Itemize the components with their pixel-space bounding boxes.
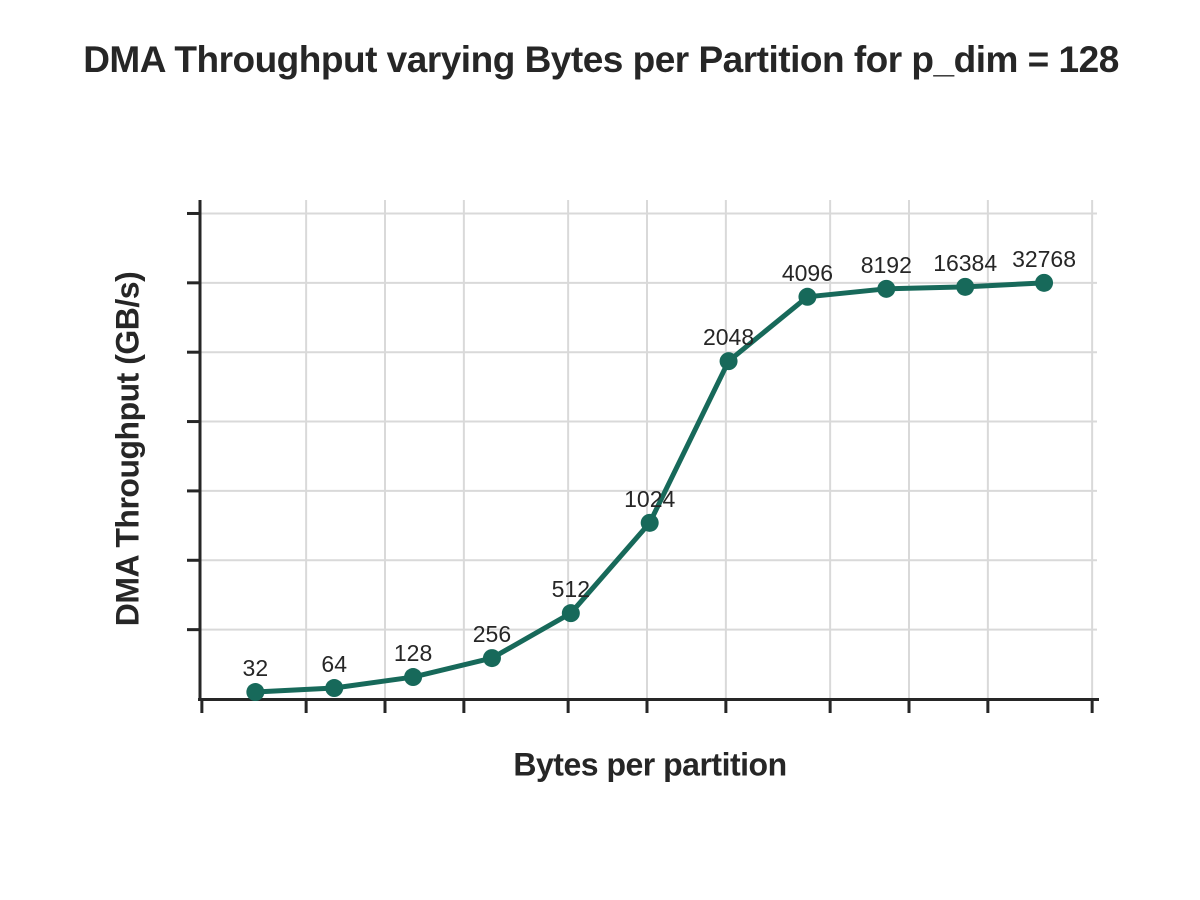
data-point-label: 4096 bbox=[782, 260, 833, 286]
data-point-marker bbox=[325, 679, 344, 698]
data-point-label: 1024 bbox=[624, 486, 675, 512]
chart-title: DMA Throughput varying Bytes per Partiti… bbox=[83, 39, 1119, 80]
y-axis-label: DMA Throughput (GB/s) bbox=[109, 271, 146, 627]
data-point-label: 32768 bbox=[1012, 246, 1076, 272]
data-point-label: 128 bbox=[394, 640, 432, 666]
data-point-marker bbox=[246, 683, 265, 702]
data-point-label: 32 bbox=[243, 655, 269, 681]
data-point-marker bbox=[561, 604, 580, 623]
data-point-label: 8192 bbox=[861, 252, 912, 278]
data-point-label: 256 bbox=[473, 621, 511, 647]
data-point-label: 64 bbox=[321, 651, 347, 677]
data-point-marker bbox=[404, 668, 423, 687]
data-point-marker bbox=[482, 649, 501, 668]
data-point-marker bbox=[1035, 273, 1054, 292]
data-point-marker bbox=[798, 287, 817, 306]
data-point-label: 512 bbox=[552, 576, 590, 602]
data-point-label: 16384 bbox=[933, 250, 997, 276]
data-point-marker bbox=[719, 352, 738, 371]
x-axis-label: Bytes per partition bbox=[513, 746, 787, 783]
data-point-marker bbox=[956, 277, 975, 296]
data-point-label: 2048 bbox=[703, 324, 754, 350]
data-point-marker bbox=[640, 513, 659, 532]
data-point-marker bbox=[877, 279, 896, 298]
